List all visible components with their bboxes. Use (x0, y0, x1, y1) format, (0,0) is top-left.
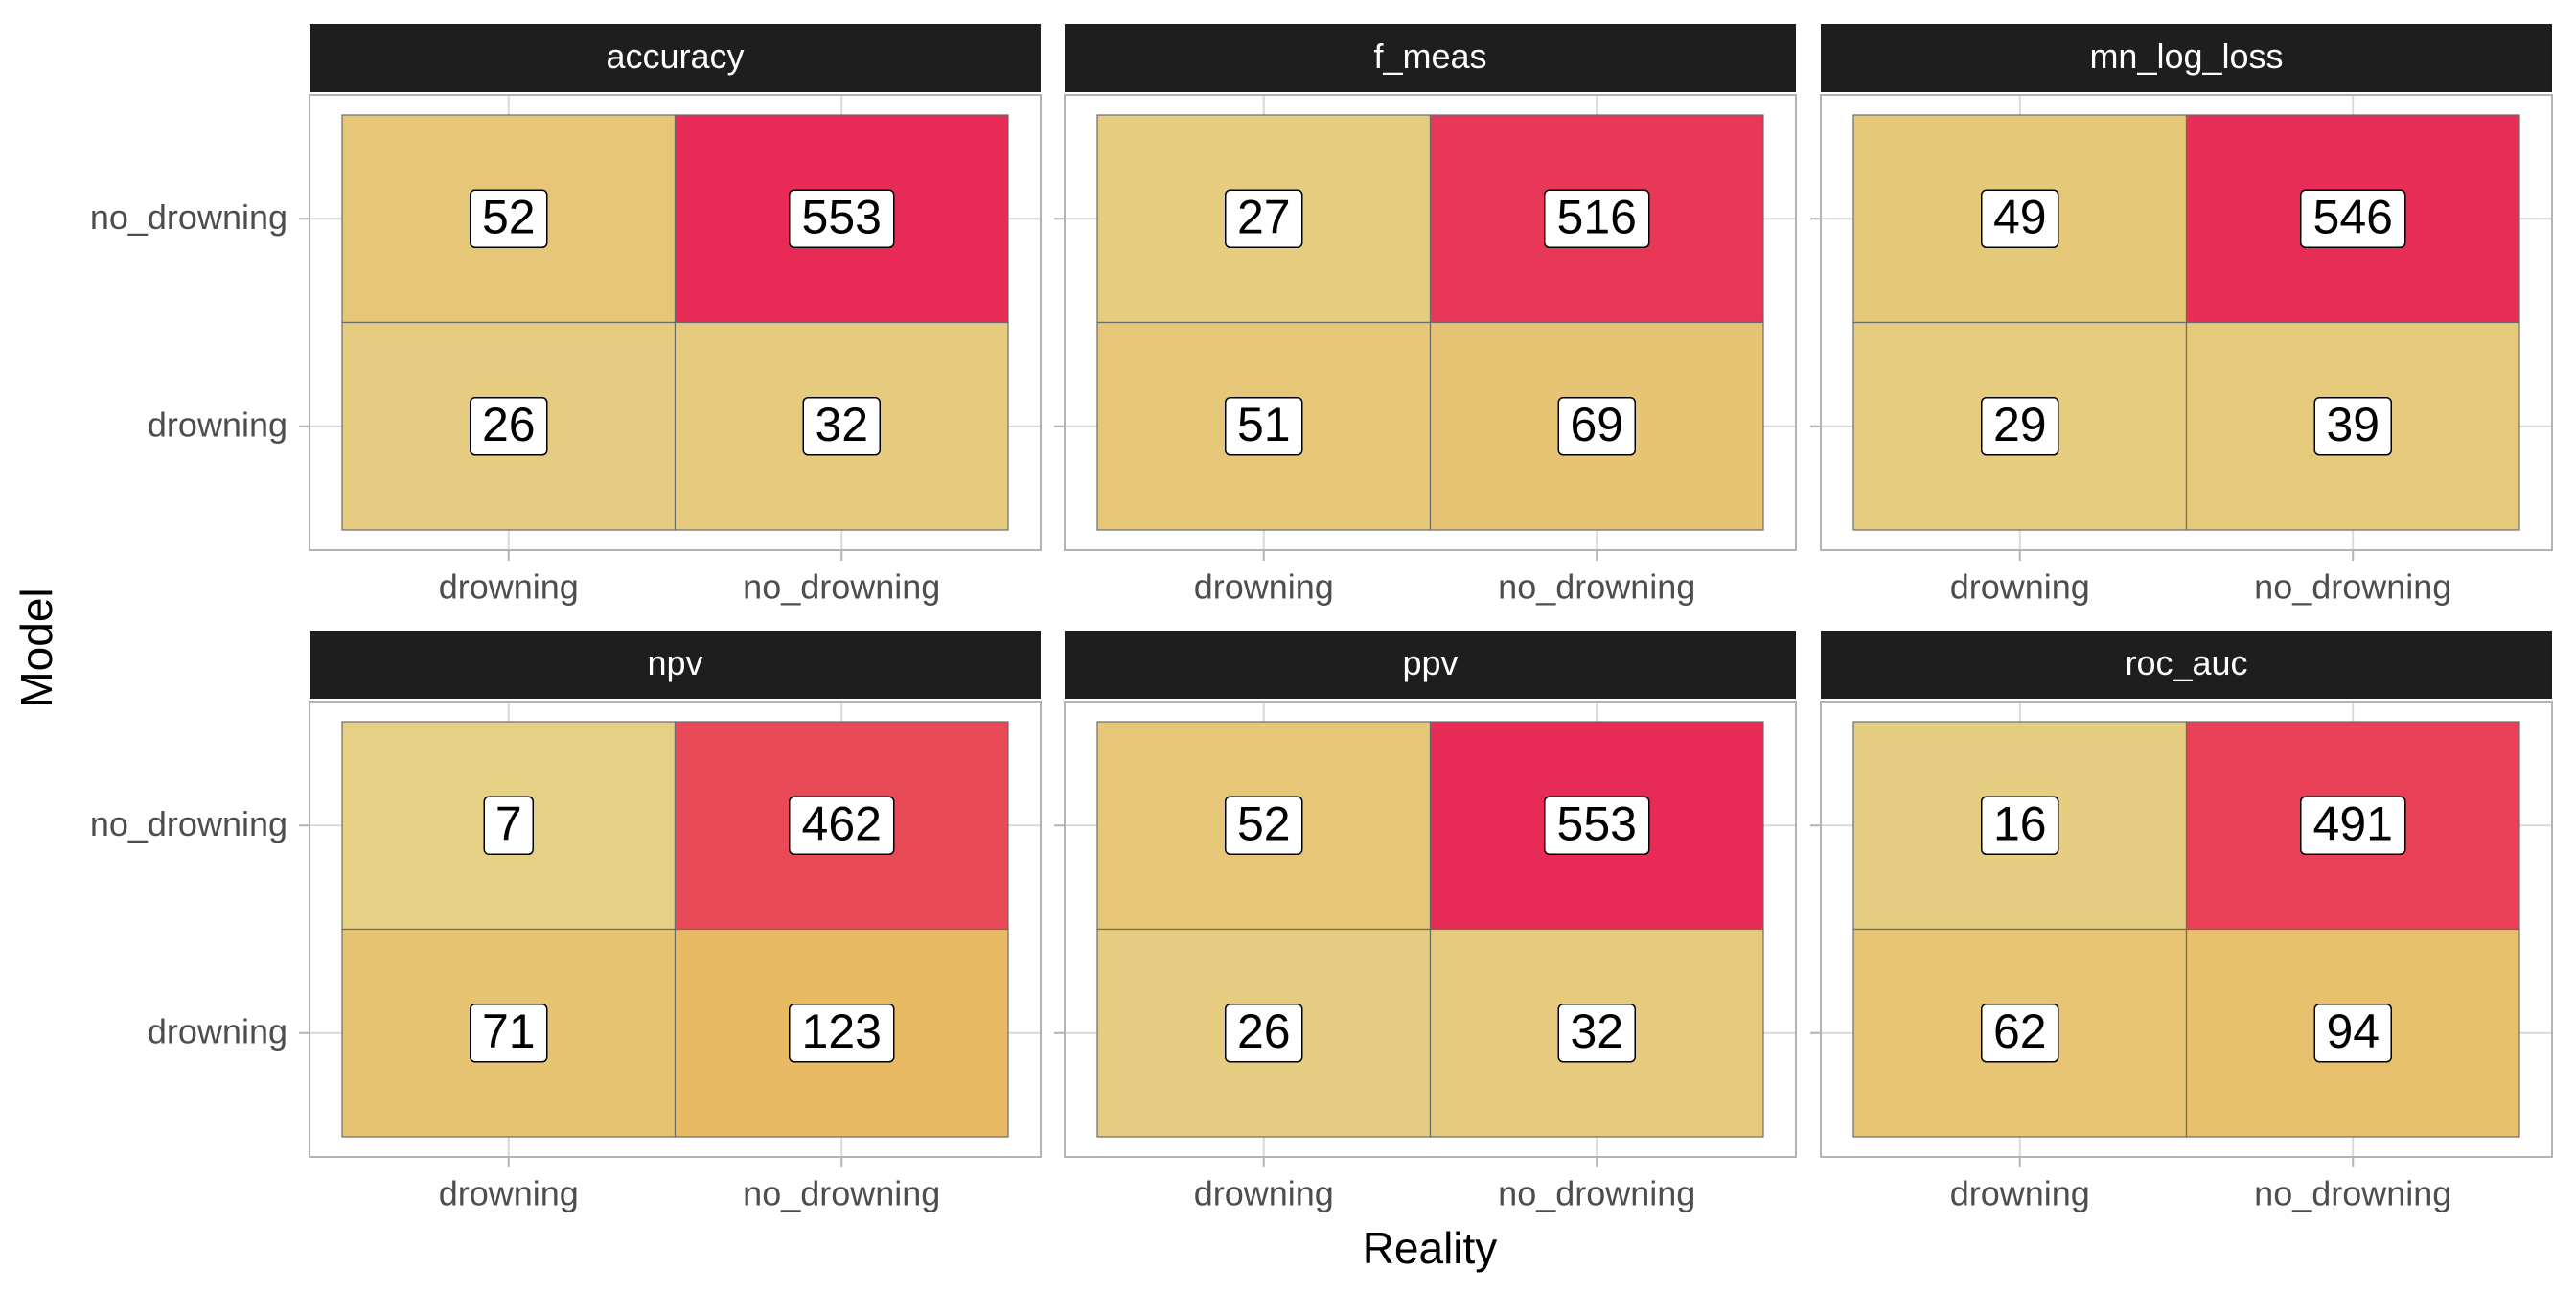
data-label: 27 (1237, 190, 1291, 243)
x-tick-label: no_drowning (1498, 1174, 1695, 1213)
data-label: 32 (815, 398, 868, 451)
data-label: 7 (495, 797, 522, 850)
facet-strip (310, 24, 1041, 92)
data-label: 553 (1557, 797, 1637, 850)
data-label: 26 (482, 398, 536, 451)
data-label: 39 (2326, 398, 2380, 451)
data-label-box (470, 1004, 548, 1063)
data-label-box (1557, 1004, 1636, 1063)
data-label: 52 (1237, 797, 1291, 850)
x-tick-label: no_drowning (743, 567, 940, 607)
facet-title: mn_log_loss (2089, 36, 2283, 76)
panel-border (1820, 701, 2553, 1158)
data-label-box (2300, 189, 2406, 248)
data-label-box (470, 397, 548, 456)
data-label: 94 (2326, 1004, 2380, 1058)
data-label-box (1225, 1004, 1303, 1063)
data-label: 546 (2313, 190, 2393, 243)
data-label-box (483, 796, 534, 855)
x-tick-label: no_drowning (2254, 1174, 2451, 1213)
data-label: 516 (1557, 190, 1637, 243)
data-label-box (1544, 189, 1650, 248)
y-tick-label: no_drowning (90, 197, 288, 237)
data-label-box (470, 189, 548, 248)
facet-panel: f_meas 27 516 51 69 drowning no_drowning (1054, 24, 1797, 607)
data-label-box (1557, 397, 1636, 456)
data-label-box (1544, 796, 1650, 855)
data-label: 69 (1570, 398, 1623, 451)
panel-border (1064, 94, 1797, 551)
x-tick-label: drowning (1194, 1174, 1334, 1213)
facet-strip (1065, 24, 1796, 92)
data-label: 49 (1993, 190, 2047, 243)
data-label-box (1981, 1004, 2059, 1063)
data-label-box (789, 1004, 895, 1063)
facet-strip (1821, 24, 2552, 92)
data-label-box (1981, 189, 2059, 248)
x-tick-label: drowning (1950, 1174, 2090, 1213)
data-label-box (2313, 397, 2392, 456)
data-label: 123 (802, 1004, 882, 1058)
data-label: 29 (1993, 398, 2047, 451)
facet-title: roc_auc (2125, 643, 2247, 682)
x-tick-label: no_drowning (1498, 567, 1695, 607)
data-label: 462 (802, 797, 882, 850)
facet-title: ppv (1402, 643, 1458, 682)
y-tick-label: drowning (148, 404, 288, 444)
panel-border (309, 701, 1042, 1158)
data-label-box (1981, 397, 2059, 456)
x-tick-label: drowning (439, 567, 579, 607)
data-label: 32 (1570, 1004, 1623, 1058)
y-axis-title: Model (12, 588, 61, 707)
facet-title: npv (647, 643, 702, 682)
facet-strip (1065, 631, 1796, 699)
data-label: 491 (2313, 797, 2393, 850)
x-tick-label: drowning (439, 1174, 579, 1213)
data-label-box (1981, 796, 2059, 855)
facet-title: accuracy (606, 36, 744, 76)
data-label-box (802, 397, 881, 456)
data-label-box (2313, 1004, 2392, 1063)
data-label-box (2300, 796, 2406, 855)
y-tick-label: no_drowning (90, 804, 288, 843)
x-tick-label: no_drowning (743, 1174, 940, 1213)
y-tick-label: drowning (148, 1011, 288, 1051)
data-label: 26 (1237, 1004, 1291, 1058)
data-label: 62 (1993, 1004, 2047, 1058)
data-label: 52 (482, 190, 536, 243)
data-label-box (1225, 796, 1303, 855)
facet-panel: roc_auc 16 491 62 94 drowning no_drowning (1810, 631, 2553, 1213)
facet-panel: mn_log_loss 49 546 29 39 drowning no_drowning (1810, 24, 2553, 607)
x-tick-label: drowning (1194, 567, 1334, 607)
data-label: 51 (1237, 398, 1291, 451)
facet-title: f_meas (1373, 36, 1486, 76)
facet-panel: ppv 52 553 26 32 drowning no_drowning (1054, 631, 1797, 1213)
panel-border (309, 94, 1042, 551)
data-label-box (789, 796, 895, 855)
data-label-box (789, 189, 895, 248)
facet-strip (1821, 631, 2552, 699)
data-label: 16 (1993, 797, 2047, 850)
panel-border (1820, 94, 2553, 551)
panel-border (1064, 701, 1797, 1158)
x-axis-title: Reality (1363, 1223, 1498, 1273)
data-label-box (1225, 189, 1303, 248)
x-tick-label: drowning (1950, 567, 2090, 607)
data-label: 71 (482, 1004, 536, 1058)
data-label-box (1225, 397, 1303, 456)
data-label: 553 (802, 190, 882, 243)
facet-panel: npv 7 462 71 123 drowning no_drowning drowning n… (90, 631, 1042, 1213)
facet-strip (310, 631, 1041, 699)
x-tick-label: no_drowning (2254, 567, 2451, 607)
